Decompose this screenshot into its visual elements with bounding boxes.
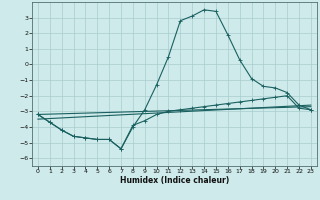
X-axis label: Humidex (Indice chaleur): Humidex (Indice chaleur) <box>120 176 229 185</box>
